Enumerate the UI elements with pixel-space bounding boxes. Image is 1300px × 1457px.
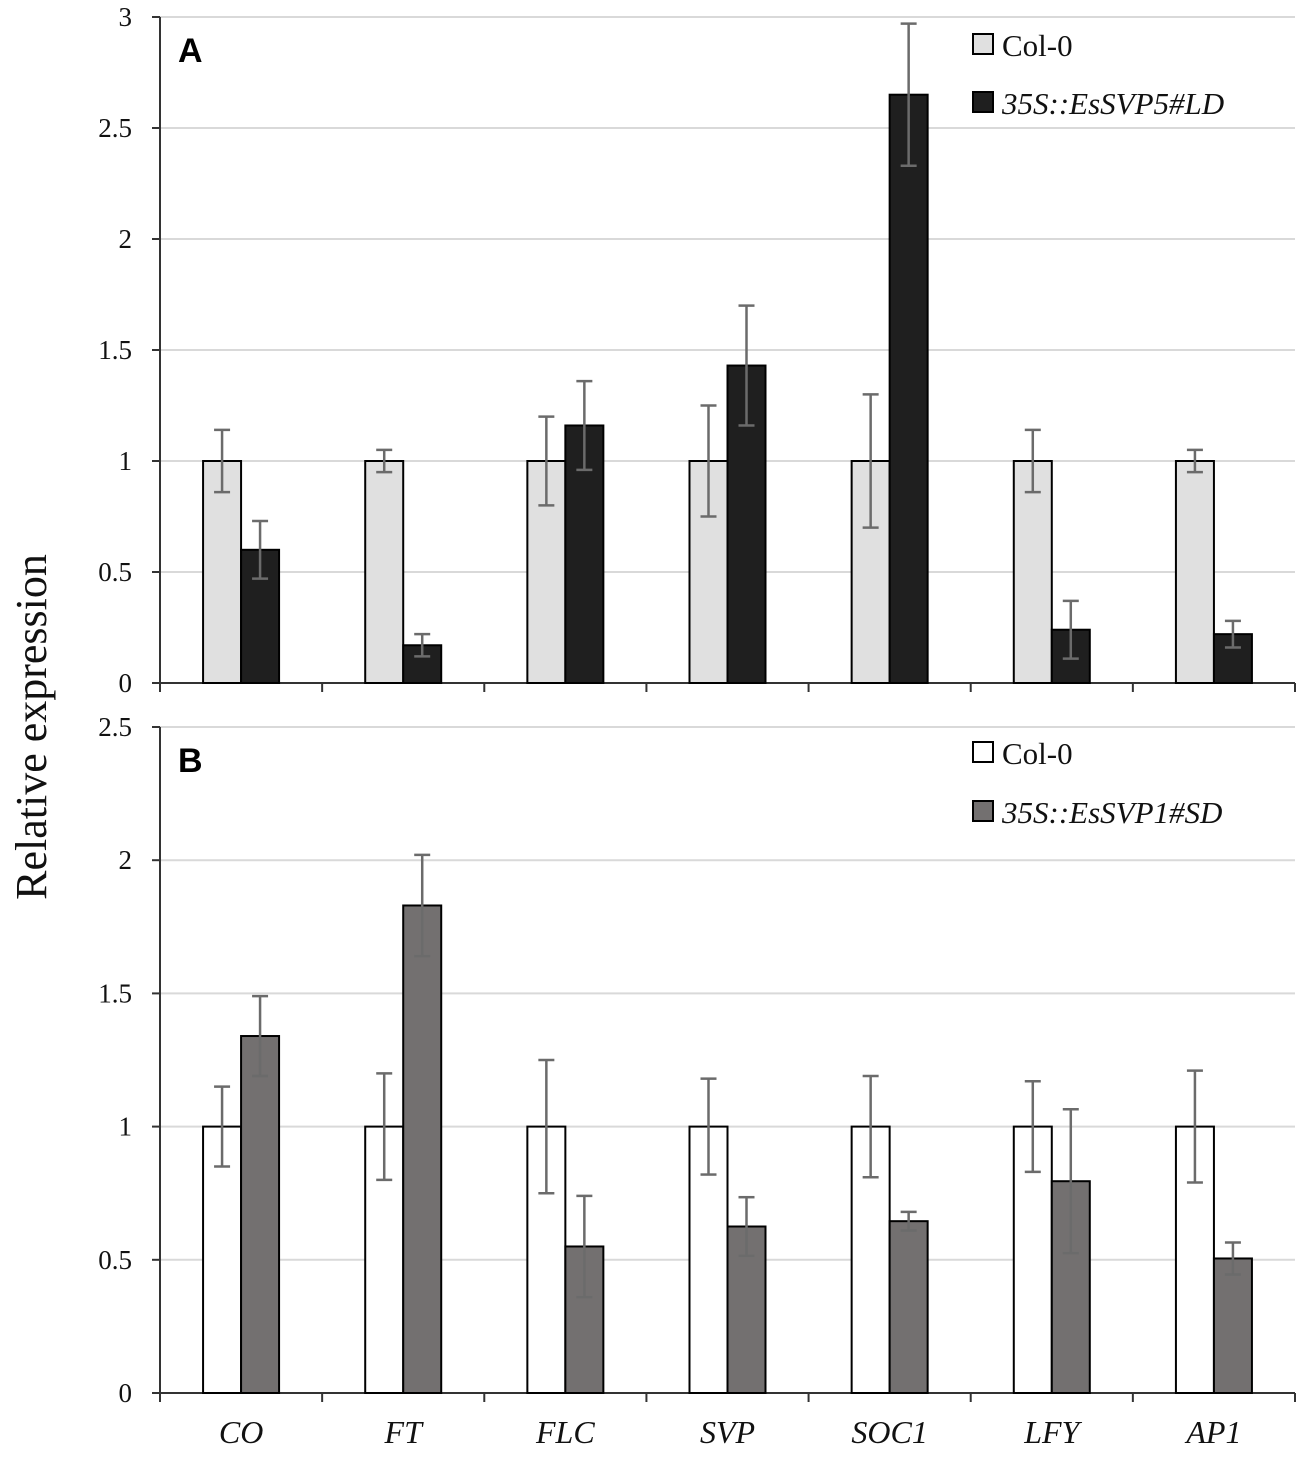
y-tick-label: 1.5 (98, 335, 132, 365)
y-tick-label: 0.5 (98, 1245, 132, 1275)
x-category-label: FT (384, 1414, 425, 1450)
x-category-label: SVP (700, 1414, 755, 1450)
y-tick-label: 2 (119, 845, 133, 875)
legend-swatch (972, 91, 994, 113)
bar-col0 (1012, 460, 1053, 684)
legend-label: Col-0 (1002, 736, 1073, 771)
bar-transgenic (888, 1220, 929, 1394)
y-tick-label: 2 (119, 224, 133, 254)
x-category-label: LFY (1023, 1414, 1082, 1450)
bar-col0 (202, 1125, 243, 1394)
bar-transgenic (888, 93, 929, 684)
panel-label: B (178, 742, 203, 780)
y-tick-label: 2.5 (98, 113, 132, 143)
y-axis-label: Relative expression (7, 554, 56, 900)
bar-transgenic (402, 904, 443, 1394)
x-category-label: CO (219, 1414, 263, 1450)
legend-swatch (972, 800, 994, 822)
y-tick-label: 2.5 (98, 712, 132, 742)
x-category-label: FLC (535, 1414, 595, 1450)
x-category-label: AP1 (1184, 1414, 1241, 1450)
bar-col0 (364, 460, 405, 684)
legend-label: 35S::EsSVP5#LD (1001, 86, 1224, 121)
y-tick-label: 1 (119, 1112, 133, 1142)
y-tick-label: 0 (119, 1378, 133, 1408)
x-category-label: SOC1 (851, 1414, 927, 1450)
legend-label: 35S::EsSVP1#SD (1001, 795, 1222, 830)
bar-col0 (1174, 460, 1215, 684)
legend-swatch (972, 741, 994, 763)
legend-swatch (972, 33, 994, 55)
legend-label: Col-0 (1002, 28, 1073, 63)
y-tick-label: 1 (119, 446, 133, 476)
bar-col0 (202, 460, 243, 684)
y-tick-label: 1.5 (98, 978, 132, 1008)
panel-label: A (178, 32, 203, 70)
panel-b-chart: 0 0.5 1 1.5 2 2.5 CO FT FLC SVP SOC1 LFY AP1 B Col-0 35… (98, 712, 1296, 1450)
y-tick-label: 3 (119, 2, 133, 32)
bar-transgenic (240, 1035, 281, 1395)
y-tick-label: 0 (119, 668, 133, 698)
y-tick-label: 0.5 (98, 557, 132, 587)
bar-transgenic (1212, 1257, 1253, 1395)
